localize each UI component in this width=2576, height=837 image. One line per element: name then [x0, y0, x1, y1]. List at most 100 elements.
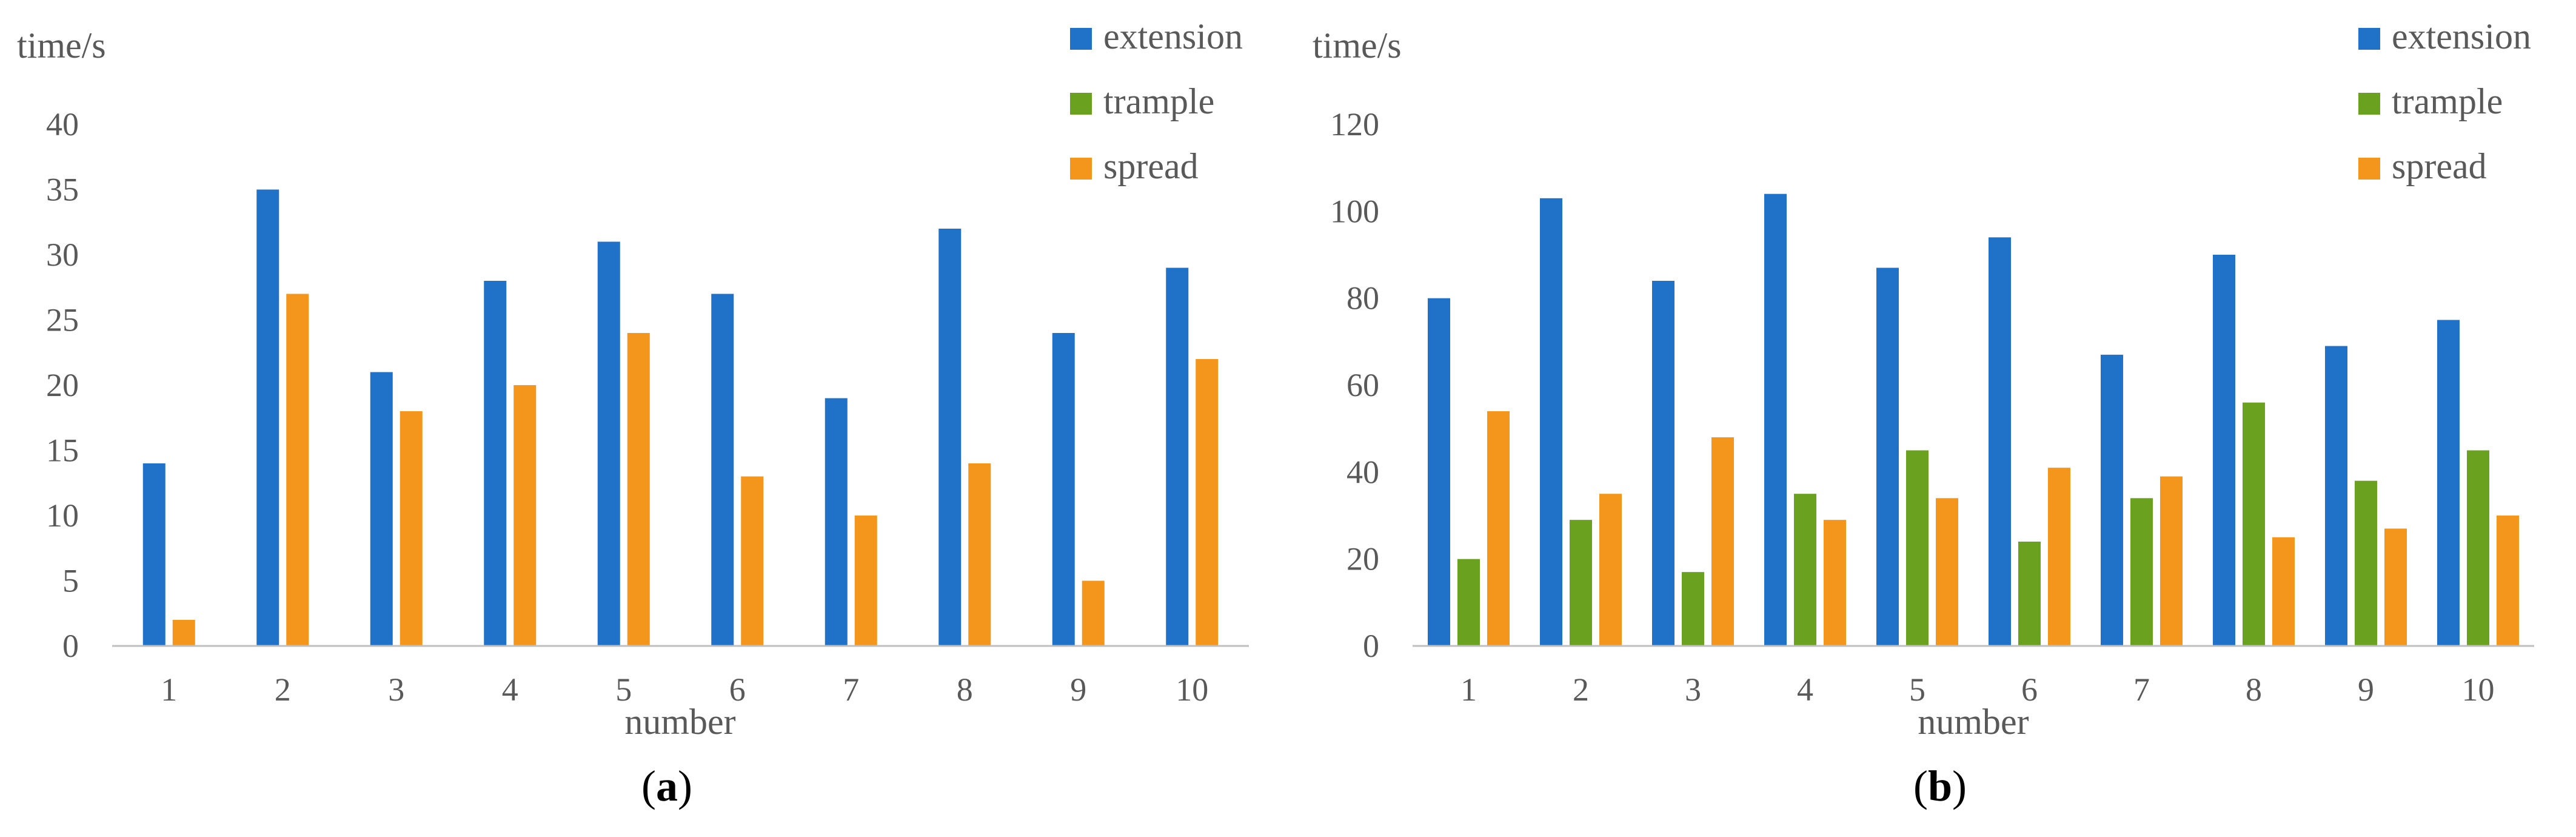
panel-label-letter: a [656, 762, 678, 810]
bar-spread-1 [1487, 411, 1510, 646]
legend-label-spread: spread [2392, 146, 2487, 186]
bar-extension-5 [597, 241, 620, 646]
bar-trample-10 [2467, 450, 2489, 646]
bar-extension-8 [2213, 255, 2235, 646]
y-tick-label: 40 [1347, 454, 1379, 490]
bar-trample-2 [1570, 520, 1592, 646]
y-tick-label: 5 [62, 563, 79, 599]
bar-extension-2 [1540, 198, 1562, 646]
bar-extension-3 [370, 372, 393, 646]
y-tick-label: 0 [1363, 628, 1379, 664]
bar-extension-4 [484, 281, 507, 646]
bar-trample-5 [1906, 450, 1929, 646]
x-tick-label: 4 [502, 671, 518, 708]
bar-spread-2 [286, 294, 309, 646]
legend-swatch-spread [1070, 158, 1092, 180]
bar-extension-8 [938, 229, 962, 646]
bar-extension-4 [1764, 193, 1787, 647]
bar-spread-4 [1824, 520, 1846, 646]
bar-extension-9 [1052, 333, 1075, 646]
bar-extension-7 [2101, 354, 2123, 646]
y-tick-label: 40 [46, 106, 79, 143]
y-tick-label: 120 [1330, 106, 1379, 143]
x-tick-label: 10 [2462, 671, 2495, 708]
x-tick-label: 2 [1573, 671, 1589, 708]
legend-swatch-extension [2358, 28, 2380, 50]
x-tick-label: 3 [1685, 671, 1701, 708]
y-tick-label: 10 [46, 497, 79, 534]
legend-label-trample: trample [2392, 81, 2503, 121]
x-tick-label: 9 [2358, 671, 2374, 708]
panel-label-close: ) [1952, 762, 1967, 810]
panel-label-open: ( [641, 762, 656, 810]
x-tick-label: 7 [2133, 671, 2150, 708]
y-tick-label: 20 [46, 367, 79, 403]
bar-extension-10 [1166, 267, 1189, 646]
bar-spread-5 [627, 333, 650, 646]
x-tick-label: 9 [1070, 671, 1086, 708]
bar-trample-9 [2355, 480, 2377, 646]
x-tick-label: 1 [1460, 671, 1477, 708]
bar-trample-4 [1794, 494, 1816, 646]
bar-spread-4 [514, 385, 537, 646]
panel-label-letter: b [1928, 762, 1952, 810]
bar-extension-10 [2437, 320, 2460, 646]
bar-spread-7 [854, 516, 877, 646]
legend-label-spread: spread [1103, 146, 1199, 186]
bar-spread-8 [968, 463, 991, 646]
x-axis-title: number [1918, 702, 2029, 742]
bar-trample-8 [2243, 402, 2265, 646]
x-tick-label: 8 [2246, 671, 2262, 708]
panel-label-open: ( [1913, 762, 1928, 810]
y-tick-label: 0 [62, 628, 79, 664]
x-axis-title: number [624, 702, 735, 742]
legend-swatch-trample [2358, 93, 2380, 115]
y-axis-title: time/s [17, 25, 106, 66]
bar-spread-2 [1599, 494, 1622, 646]
bar-trample-1 [1457, 559, 1480, 646]
bar-spread-9 [2384, 528, 2407, 646]
legend-label-extension: extension [2392, 16, 2531, 56]
x-tick-label: 10 [1176, 671, 1208, 708]
y-tick-label: 15 [46, 432, 79, 469]
bar-trample-7 [2130, 498, 2153, 646]
bar-spread-6 [741, 476, 764, 646]
y-tick-label: 100 [1330, 193, 1379, 229]
bar-spread-6 [2048, 468, 2070, 646]
x-tick-label: 7 [843, 671, 859, 708]
bar-spread-9 [1082, 580, 1105, 646]
panel-label: (a) [641, 762, 692, 810]
x-tick-label: 2 [275, 671, 291, 708]
y-tick-label: 35 [46, 172, 79, 208]
bar-spread-10 [1196, 359, 1219, 646]
y-tick-label: 20 [1347, 541, 1379, 577]
bar-extension-1 [142, 463, 166, 646]
x-tick-label: 6 [2021, 671, 2038, 708]
y-tick-label: 30 [46, 237, 79, 273]
bar-extension-9 [2325, 346, 2347, 646]
y-axis-title: time/s [1313, 25, 1402, 66]
bar-extension-6 [711, 294, 734, 646]
chart-panel-a: 0 5 10 15 20 25 30 35 40 time/s 1 2 3 4 5 6 7 8 9 10 number e… [17, 16, 1249, 810]
y-tick-label: 80 [1347, 280, 1379, 317]
bar-spread-3 [400, 411, 423, 646]
x-tick-label: 3 [388, 671, 404, 708]
bar-extension-7 [825, 398, 848, 646]
bar-extension-2 [256, 189, 279, 646]
bar-extension-1 [1428, 298, 1450, 647]
bar-spread-10 [2497, 516, 2519, 646]
legend-swatch-extension [1070, 28, 1092, 50]
bar-spread-7 [2160, 476, 2183, 646]
x-tick-label: 1 [161, 671, 177, 708]
legend-label-extension: extension [1103, 16, 1243, 56]
chart-panel-b: 0 20 40 60 80 100 120 time/s 1 2 3 4 5 6 7 8 9 10 number ex… [1313, 16, 2534, 810]
x-tick-label: 4 [1797, 671, 1813, 708]
panel-label: (b) [1913, 762, 1967, 810]
bar-spread-3 [1711, 437, 1734, 646]
bar-extension-3 [1652, 281, 1674, 646]
bar-extension-6 [1989, 237, 2011, 646]
legend-label-trample: trample [1103, 81, 1214, 121]
panel-label-close: ) [678, 762, 692, 810]
bar-trample-3 [1682, 572, 1704, 646]
